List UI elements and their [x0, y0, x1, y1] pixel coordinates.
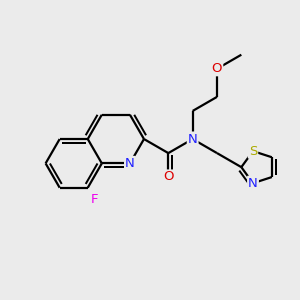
Text: S: S — [249, 145, 257, 158]
Text: N: N — [125, 157, 135, 170]
Text: O: O — [163, 170, 174, 184]
Text: F: F — [91, 194, 98, 206]
Text: N: N — [248, 177, 258, 190]
Text: O: O — [212, 62, 222, 75]
Text: N: N — [188, 133, 197, 146]
